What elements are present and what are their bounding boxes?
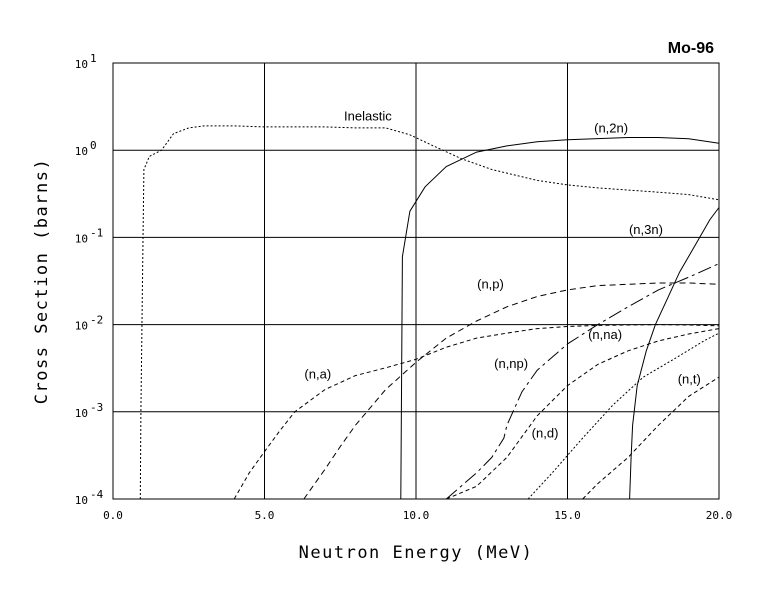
curve-label: Inelastic	[344, 108, 392, 123]
chart-title: Mo-96	[668, 40, 714, 57]
y-tick-exponent: 0	[90, 139, 97, 152]
y-tick-exponent: -1	[90, 226, 103, 239]
x-tick-label: 5.0	[255, 509, 275, 522]
series-n-p	[303, 282, 720, 500]
curve-labels: Inelastic (n,2n) (n,3n) (n,p) (n,a) (n,np) (n,…	[304, 108, 700, 440]
y-tick-base: 10	[75, 320, 88, 333]
y-tick-label: 10 -4	[75, 488, 104, 507]
series-n-2n	[400, 137, 720, 500]
x-tick-label: 0.0	[103, 509, 123, 522]
y-tick-base: 10	[75, 407, 88, 420]
x-axis-title: Neutron Energy (MeV)	[299, 543, 534, 563]
y-tick-base: 10	[75, 232, 88, 245]
y-tick-label: 10 -1	[75, 226, 104, 245]
y-tick-label: 10 -2	[75, 314, 104, 333]
x-tick-label: 10.0	[403, 509, 430, 522]
curve-label: (n,na)	[588, 327, 622, 342]
series-layer	[139, 125, 720, 500]
curve-label: (n,p)	[477, 276, 504, 291]
y-tick-exponent: -3	[90, 401, 103, 414]
curve-label: (n,t)	[678, 372, 701, 387]
y-tick-base: 10	[75, 58, 88, 71]
series-n-a	[233, 324, 720, 500]
series-n-d	[527, 332, 720, 500]
curve-label: (n,3n)	[629, 222, 663, 237]
y-axis-title: Cross Section (barns)	[32, 158, 52, 404]
series-n-t	[582, 376, 720, 500]
x-tick-label: 15.0	[554, 509, 581, 522]
curve-label: (n,a)	[304, 367, 331, 382]
series-n-3n	[629, 207, 720, 500]
y-tick-label: 10 0	[75, 139, 97, 158]
x-axis-ticks: 0.0 5.0 10.0 15.0 20.0	[103, 509, 732, 522]
series-n-np	[445, 263, 720, 500]
curve-label: (n,np)	[494, 356, 528, 371]
curve-label: (n,d)	[532, 425, 559, 440]
y-tick-label: 10 -3	[75, 401, 104, 420]
curve-label: (n,2n)	[594, 120, 628, 135]
y-tick-exponent: -4	[90, 488, 104, 501]
y-tick-base: 10	[75, 494, 88, 507]
x-tick-label: 20.0	[706, 509, 733, 522]
y-tick-exponent: -2	[90, 314, 103, 327]
series-n-na	[446, 328, 720, 500]
grid-lines	[113, 63, 719, 499]
y-tick-label: 10 1	[75, 52, 97, 71]
y-tick-base: 10	[75, 145, 88, 158]
y-tick-exponent: 1	[90, 52, 97, 65]
